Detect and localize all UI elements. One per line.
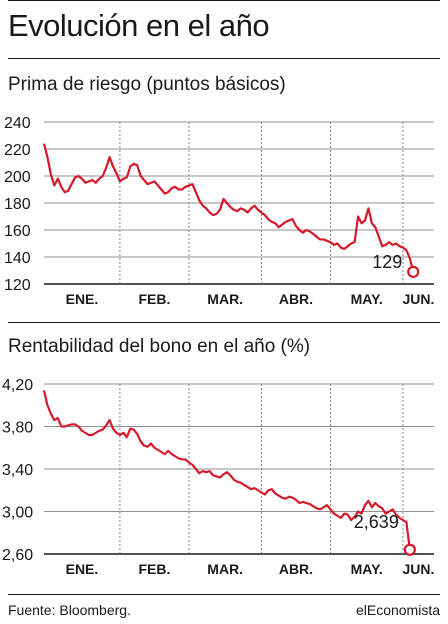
title-rule: [8, 58, 440, 59]
last-value-label: 2,639: [354, 512, 399, 532]
series-line: [42, 143, 415, 273]
risk-premium-chart: 240 220 200 180 160 140 120 ENE. FEB. MAR. ABR. MAY…: [4, 115, 435, 307]
month-label: ENE.: [66, 561, 99, 577]
last-value-marker: [407, 265, 420, 278]
month-label: FEB.: [138, 291, 170, 307]
footer-rule: [8, 594, 440, 595]
y-tick-label: 2,60: [2, 547, 33, 564]
y-tick-label: 220: [4, 142, 31, 159]
y-tick-label: 3,80: [2, 420, 33, 437]
last-value-label: 129: [372, 252, 402, 272]
month-label: FEB.: [138, 561, 170, 577]
chart-2-title: Rentabilidad del bono en el año (%): [8, 336, 311, 357]
month-label: ABR.: [279, 291, 313, 307]
bond-yield-chart: 4,20 3,80 3,40 3,00 2,60 ENE. FEB. MAR. ABR. MAY.…: [2, 377, 435, 577]
top-rule: [8, 0, 440, 1]
y-tick-label: 120: [4, 277, 31, 294]
divider-rule: [8, 322, 440, 323]
y-tick-label: 240: [4, 115, 31, 132]
month-label: JUN.: [403, 291, 435, 307]
footer-source: Fuente: Bloomberg.: [8, 602, 131, 618]
month-label: ABR.: [279, 561, 313, 577]
y-tick-label: 140: [4, 250, 31, 267]
y-tick-label: 4,20: [2, 377, 33, 394]
month-label: MAR.: [207, 291, 243, 307]
y-tick-label: 3,00: [2, 505, 33, 522]
last-value-marker: [403, 543, 416, 556]
month-label: ENE.: [66, 291, 99, 307]
chart-1-title: Prima de riesgo (puntos básicos): [8, 74, 286, 95]
page-title: Evolución en el año: [8, 8, 270, 43]
series-line: [42, 390, 411, 550]
month-label: JUN.: [403, 561, 435, 577]
y-tick-label: 200: [4, 169, 31, 186]
y-tick-label: 180: [4, 196, 31, 213]
month-label: MAY.: [351, 291, 383, 307]
footer-brand: elEconomista: [355, 602, 440, 618]
month-label: MAR.: [207, 561, 243, 577]
y-tick-label: 160: [4, 223, 31, 240]
y-tick-label: 3,40: [2, 462, 33, 479]
month-label: MAY.: [351, 561, 383, 577]
